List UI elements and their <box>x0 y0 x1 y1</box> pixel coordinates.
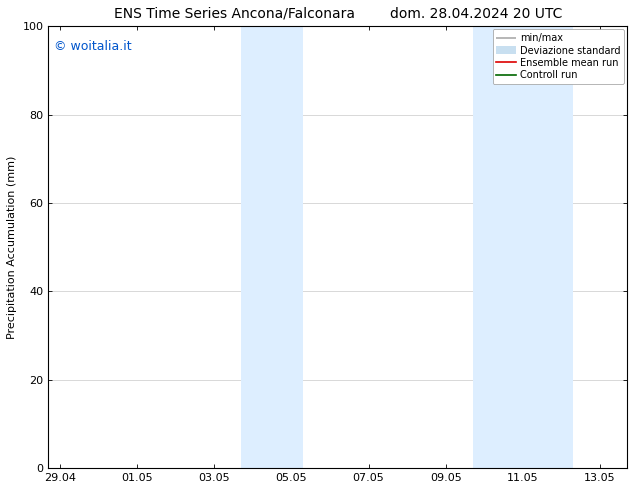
Legend: min/max, Deviazione standard, Ensemble mean run, Controll run: min/max, Deviazione standard, Ensemble m… <box>493 29 624 84</box>
Title: ENS Time Series Ancona/Falconara        dom. 28.04.2024 20 UTC: ENS Time Series Ancona/Falconara dom. 28… <box>113 7 562 21</box>
Bar <box>242 26 303 468</box>
Text: © woitalia.it: © woitalia.it <box>54 40 132 52</box>
Bar <box>473 26 573 468</box>
Y-axis label: Precipitation Accumulation (mm): Precipitation Accumulation (mm) <box>7 155 17 339</box>
